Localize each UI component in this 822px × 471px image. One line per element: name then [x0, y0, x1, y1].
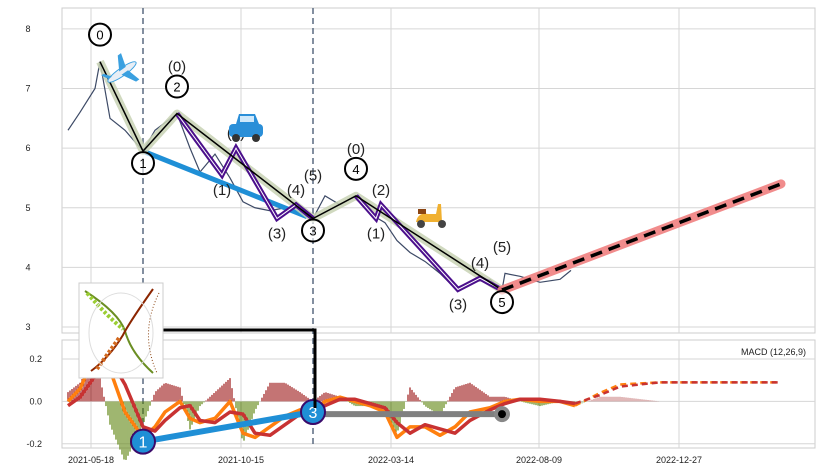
scooter-icon [416, 204, 446, 228]
subwave-label: (1) [367, 226, 385, 243]
scooter-wheel [417, 220, 425, 228]
wave-label: 3 [309, 224, 316, 239]
subwave-label: (2) [372, 182, 390, 199]
car-wheel [232, 134, 240, 142]
x-tick-label: 2022-08-09 [516, 455, 562, 465]
airplane-icon [101, 53, 140, 83]
macd-wave-label: 1 [139, 435, 148, 452]
car-wheel [252, 134, 260, 142]
trendline [142, 148, 308, 220]
price-y-tick-label: 7 [25, 84, 30, 94]
car-icon [229, 114, 263, 142]
subwave-label: (1) [213, 182, 231, 199]
subwave-label: (0) [168, 59, 186, 76]
macd-panel [61, 339, 816, 449]
price-y-tick-label: 8 [25, 24, 30, 34]
macd-wave-marker [300, 399, 326, 425]
wave-label: 4 [352, 162, 359, 177]
macd-legend: MACD (12,26,9) [741, 347, 806, 357]
wave-marker [88, 22, 112, 47]
subwave-label: (3) [449, 296, 467, 313]
macd-y-tick-label: -0.2 [26, 439, 42, 449]
scooter-body [416, 204, 442, 222]
macd-wave-marker [130, 428, 156, 455]
thumbnail-curve [85, 291, 125, 331]
airplane-wing [117, 53, 126, 72]
x-tick-label: 2021-10-15 [218, 455, 264, 465]
macd-y-tick-label: 0.2 [29, 354, 42, 364]
subwave-label: (4) [287, 182, 305, 199]
x-tick-label: 2022-03-14 [368, 455, 414, 465]
wave-marker [490, 290, 514, 315]
subwave-label: (5) [493, 239, 511, 256]
scooter-box [418, 209, 426, 214]
divergence-end-marker [494, 406, 510, 423]
wave-line [99, 61, 503, 291]
projection-line [501, 182, 782, 292]
price-y-tick-label: 5 [25, 203, 30, 213]
wave-marker [131, 151, 155, 176]
wave-marker [165, 74, 189, 99]
subwave-label: (3) [268, 226, 286, 243]
x-tick-label: 2022-12-27 [656, 455, 702, 465]
thumbnail-curve [88, 292, 154, 374]
wave-label: 1 [139, 156, 146, 171]
price-y-tick-label: 3 [25, 322, 30, 332]
wave-label: 2 [173, 80, 180, 95]
x-tick-label: 2021-05-18 [68, 455, 114, 465]
subwave-line-core [355, 195, 503, 291]
macd-trendline [142, 409, 314, 445]
car-window [240, 116, 254, 122]
macd-wave-label: 3 [309, 405, 318, 422]
scooter-wheel [438, 220, 446, 228]
macd-y-tick-label: 0.0 [29, 396, 42, 406]
wave-marker [301, 218, 325, 243]
airplane-tail [101, 73, 112, 79]
car-body [229, 124, 263, 137]
subwave-label: (0) [347, 141, 365, 158]
wave-label: 5 [498, 295, 505, 310]
subwave-label: (5) [304, 168, 322, 185]
thumbnail-image [78, 282, 164, 379]
price-panel [61, 7, 816, 334]
subwave-label: (4) [471, 255, 489, 272]
airplane-wing [121, 70, 140, 82]
price-y-tick-label: 4 [25, 262, 30, 272]
price-y-tick-label: 6 [25, 143, 30, 153]
wave-label: 0 [96, 28, 103, 43]
connector-line [163, 328, 317, 408]
wave-marker [344, 156, 368, 181]
